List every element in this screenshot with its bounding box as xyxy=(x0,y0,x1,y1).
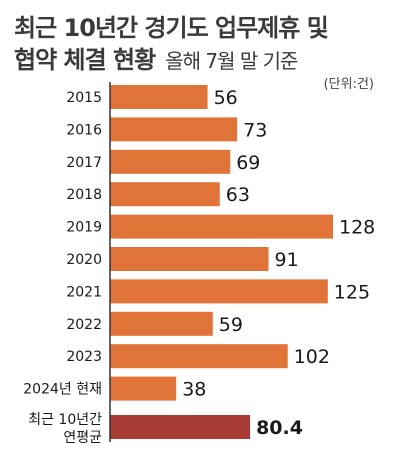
category-label: 2023 xyxy=(66,349,102,365)
chart-subtitle: 올해 7월 말 기준 xyxy=(165,49,298,73)
category-label: 최근 10년간 연평균 xyxy=(28,412,102,446)
category-label: 2018 xyxy=(66,187,102,203)
value-label: 125 xyxy=(334,281,370,303)
bar xyxy=(110,214,333,239)
category-label: 2024년 현재 xyxy=(23,382,102,398)
chart-title-line2: 협약 체결 현황 올해 7월 말 기준 xyxy=(14,40,298,75)
bar xyxy=(110,85,208,109)
unit-label: (단위:건) xyxy=(323,77,374,92)
category-label: 2016 xyxy=(66,122,102,138)
value-label: 69 xyxy=(236,152,260,174)
category-label: 2021 xyxy=(66,284,102,300)
value-label: 73 xyxy=(243,119,267,141)
average-bar xyxy=(110,415,251,439)
bar xyxy=(110,344,288,369)
value-label: 102 xyxy=(294,346,330,368)
category-label: 2019 xyxy=(66,220,102,236)
value-label: 38 xyxy=(182,379,206,401)
bar xyxy=(110,311,213,336)
category-label: 2022 xyxy=(66,317,102,333)
value-label: 80.4 xyxy=(256,417,303,439)
bar xyxy=(110,117,238,142)
category-label: 2015 xyxy=(66,90,102,106)
value-label: 63 xyxy=(226,184,250,206)
value-label: 128 xyxy=(339,217,375,239)
value-label: 91 xyxy=(275,249,299,271)
bar xyxy=(110,149,231,174)
chart-title-main: 협약 체결 현황 xyxy=(14,46,156,74)
value-label: 56 xyxy=(214,87,238,109)
bar xyxy=(110,182,220,207)
bar xyxy=(110,247,269,271)
value-label: 59 xyxy=(219,314,243,336)
category-label: 2017 xyxy=(66,155,102,171)
category-label: 2020 xyxy=(66,252,102,268)
bar xyxy=(110,279,328,304)
chart-title-line1: 최근 10년간 경기도 업무제휴 및 xyxy=(14,14,329,42)
bar xyxy=(110,376,177,401)
